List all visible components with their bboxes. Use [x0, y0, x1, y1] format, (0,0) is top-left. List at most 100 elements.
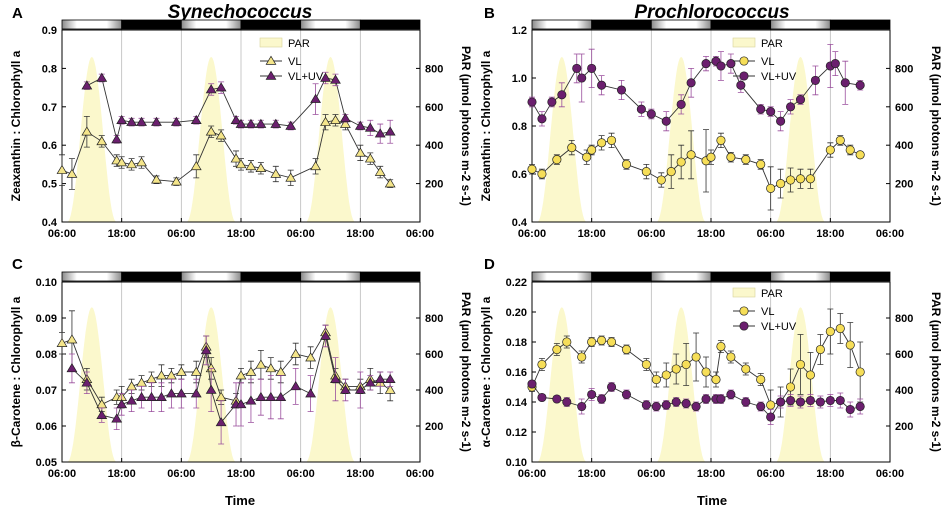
legend-par-swatch [732, 37, 756, 48]
x-tick-label: 06:00 [167, 468, 195, 480]
y-tick-label: 0.7 [42, 102, 57, 114]
data-point [830, 59, 840, 69]
data-point [552, 155, 562, 165]
data-point [265, 70, 277, 80]
data-point [116, 399, 128, 409]
data-point [190, 366, 202, 376]
data-point [726, 352, 736, 362]
data-point [255, 359, 267, 369]
data-point [126, 395, 138, 405]
data-point [582, 152, 592, 162]
data-point [235, 399, 247, 409]
data-point [756, 159, 766, 169]
y2-tick-label: 200 [895, 421, 913, 433]
x-tick-label: 06:00 [757, 228, 785, 240]
y-tick-label: 0.8 [512, 121, 527, 133]
data-point [741, 155, 751, 165]
data-point [711, 374, 721, 385]
x-tick-label: 18:00 [108, 468, 136, 480]
data-point [340, 118, 351, 128]
y-tick-label: 0.5 [42, 179, 57, 191]
data-point [741, 364, 751, 374]
data-point [666, 167, 676, 177]
data-point [190, 114, 202, 124]
data-point [766, 107, 776, 117]
data-point [265, 391, 277, 401]
y-tick-label: 0.08 [36, 349, 57, 361]
data-point [81, 126, 93, 136]
data-point [786, 395, 796, 406]
data-point [795, 359, 806, 370]
data-point [776, 397, 786, 407]
y2-tick-label: 200 [425, 179, 443, 191]
light-period-bar [180, 271, 242, 282]
data-point [835, 135, 845, 145]
data-point [815, 397, 825, 407]
data-point [156, 370, 167, 380]
series-vluv [527, 44, 865, 132]
data-point [855, 150, 865, 160]
data-point [766, 400, 776, 410]
data-point [111, 413, 123, 423]
data-point [126, 116, 138, 126]
data-point [805, 370, 815, 380]
y-tick-label: 0.05 [36, 457, 57, 469]
panel-c: 0.05 0.06 0.07 0.08 0.09 0.10 200 400 600 800 06:0… [9, 271, 473, 480]
data-point [340, 112, 351, 123]
data-point [786, 102, 796, 112]
data-point [175, 366, 187, 376]
data-point [562, 397, 572, 407]
data-point [739, 321, 749, 331]
x-tick-label: 18:00 [816, 468, 844, 480]
data-point [641, 400, 651, 410]
data-point [835, 395, 845, 406]
data-point [825, 145, 835, 155]
data-point [320, 72, 331, 82]
x-tick-label: 06:00 [287, 228, 315, 240]
data-point [651, 401, 661, 412]
y-tick-label: 0.09 [36, 313, 57, 325]
x-tick-label: 06:00 [876, 468, 904, 480]
data-point [552, 394, 562, 404]
data-point [786, 382, 796, 392]
data-point [66, 363, 78, 373]
data-point [835, 323, 845, 334]
data-point [285, 172, 297, 182]
data-point [766, 412, 776, 422]
organism-title-synechococcus: Synechococcus [168, 2, 313, 23]
data-point [364, 122, 376, 132]
light-period-bar [650, 271, 712, 282]
data-point [235, 118, 247, 128]
y2-tick-label: 200 [895, 179, 913, 191]
data-point [146, 391, 157, 401]
panels: 0.4 0.5 0.6 0.7 0.8 0.9 200 400 600 800 06:00 18:00… [9, 19, 943, 480]
x-tick-label: 18:00 [346, 228, 374, 240]
data-point [805, 395, 815, 406]
light-period-bar [61, 19, 123, 30]
data-point [270, 168, 282, 178]
data-point [330, 114, 341, 124]
data-point [587, 389, 597, 400]
data-point [310, 93, 321, 103]
data-point [126, 159, 138, 169]
x-tick-label: 18:00 [578, 468, 606, 480]
series-vl [56, 114, 396, 190]
y-axis-title: α-Carotene : Chlorophyll a [479, 296, 493, 447]
data-point [701, 394, 711, 404]
data-point [205, 384, 217, 394]
data-point [855, 367, 865, 377]
legend-par-label: PAR [761, 288, 783, 300]
data-point [527, 379, 537, 389]
data-point [706, 152, 716, 162]
data-point [577, 73, 587, 83]
data-point [290, 381, 302, 391]
y-tick-label: 0.6 [512, 169, 527, 181]
data-point [795, 397, 806, 407]
y2-tick-label: 600 [425, 349, 443, 361]
x-axis-label-right: Time [697, 493, 727, 508]
y-tick-label: 0.12 [506, 427, 527, 439]
y2-tick-label: 200 [425, 421, 443, 433]
data-point [305, 352, 317, 362]
series-vl [56, 310, 396, 412]
